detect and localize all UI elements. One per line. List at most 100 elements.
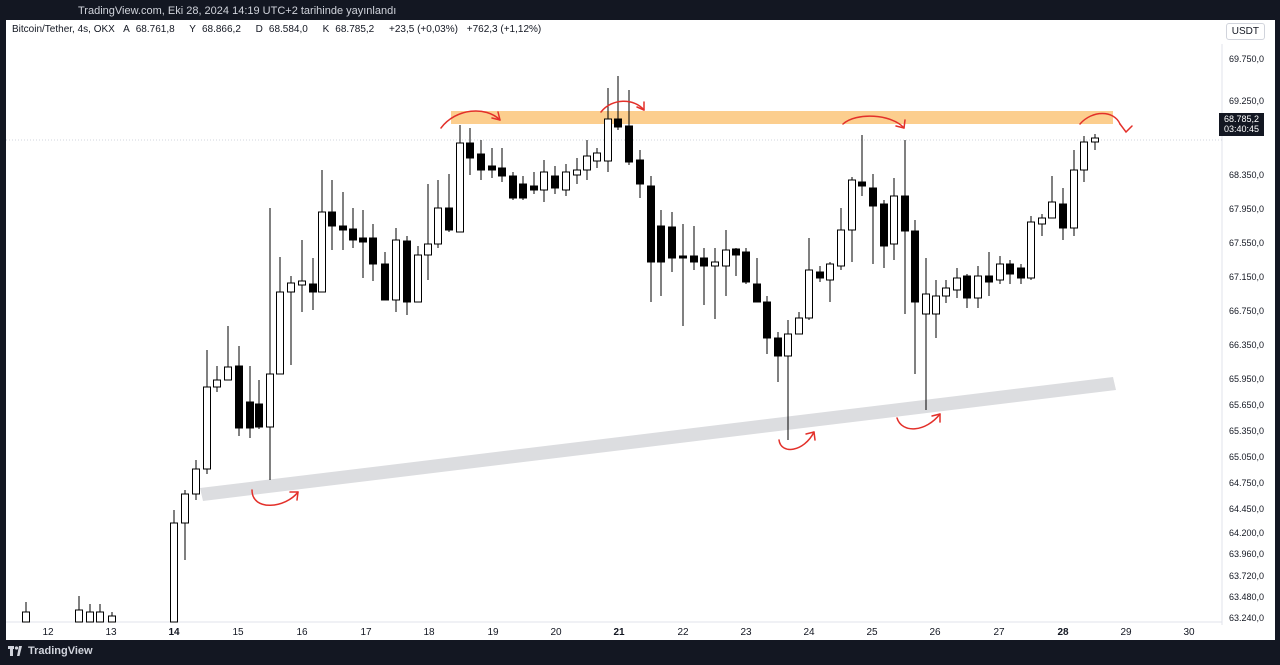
candle — [170, 510, 178, 623]
time-axis-tick: 16 — [296, 627, 308, 638]
candle — [858, 135, 866, 196]
time-axis-tick: 23 — [740, 627, 752, 638]
bottom-bar: TradingView — [0, 640, 1280, 665]
tradingview-logo-icon — [8, 646, 22, 656]
top-bar: TradingView.com, Eki 28, 2024 14:19 UTC+… — [0, 0, 1280, 22]
candle-body — [456, 142, 464, 233]
candle — [647, 176, 655, 302]
candle — [266, 208, 274, 480]
candle-body — [573, 169, 581, 176]
candle-body — [784, 333, 792, 357]
candle — [287, 276, 295, 365]
candle-body — [540, 171, 548, 191]
candle-body — [753, 283, 761, 303]
brand-name: TradingView — [28, 645, 93, 657]
candle — [722, 230, 730, 296]
candle-body — [890, 195, 898, 245]
arrow-head — [1119, 123, 1133, 134]
candle — [953, 268, 961, 298]
candle-body — [604, 118, 612, 162]
candle — [742, 248, 750, 284]
price-axis-tick: 69.250,0 — [1229, 96, 1264, 106]
candle-body — [901, 195, 909, 232]
candle — [763, 296, 771, 354]
candle-body — [181, 493, 189, 524]
price-axis-tick: 63.480,0 — [1229, 592, 1264, 602]
candle-body — [711, 261, 719, 267]
candle — [477, 140, 485, 180]
bounce-arrow-annotation — [778, 431, 816, 451]
candle — [753, 258, 761, 303]
candle-body — [224, 366, 232, 381]
time-axis-tick: 14 — [168, 627, 180, 638]
candle-body — [742, 251, 750, 283]
brand-logo[interactable]: TradingView — [8, 645, 93, 657]
candle — [604, 88, 612, 172]
candle-body — [349, 228, 357, 241]
legend-open-label: A — [123, 24, 130, 35]
candle-body — [614, 118, 622, 128]
candle — [848, 177, 856, 262]
candle — [1091, 134, 1099, 150]
candle — [711, 248, 719, 319]
candle — [108, 612, 116, 623]
candle — [381, 252, 389, 301]
time-axis-tick: 24 — [803, 627, 815, 638]
price-axis-tick: 65.350,0 — [1229, 426, 1264, 436]
bounce-arrow-annotation — [842, 115, 906, 129]
candle — [392, 228, 400, 312]
legend-high-label: Y — [189, 24, 196, 35]
arrow-head — [289, 491, 299, 501]
candle — [583, 140, 591, 180]
currency-button[interactable]: USDT — [1225, 23, 1265, 40]
arrow-curve — [600, 100, 645, 113]
bounce-arrow-annotation — [600, 100, 645, 113]
bounce-arrow-annotation — [251, 489, 299, 506]
candle-body — [942, 287, 950, 297]
candle — [679, 224, 687, 326]
price-axis-tick: 66.350,0 — [1229, 340, 1264, 350]
candle — [911, 220, 919, 374]
arrow-head — [491, 111, 501, 121]
candle — [732, 248, 740, 276]
time-axis-tick: 19 — [487, 627, 499, 638]
candle — [235, 346, 243, 436]
candle — [1027, 216, 1035, 280]
candle — [203, 350, 211, 474]
candle — [996, 256, 1004, 284]
candle-body — [774, 337, 782, 357]
time-axis-tick: 21 — [613, 627, 625, 638]
candle-body — [963, 275, 971, 299]
arrow-curve — [896, 413, 941, 430]
time-axis-tick: 26 — [929, 627, 941, 638]
candle-body — [1006, 263, 1014, 275]
candle — [690, 226, 698, 270]
candle-body — [974, 275, 982, 299]
legend-low-label: D — [255, 24, 263, 35]
published-text: TradingView.com, Eki 28, 2024 14:19 UTC+… — [78, 5, 397, 17]
time-axis-tick: 12 — [42, 627, 54, 638]
time-axis-tick: 29 — [1120, 627, 1132, 638]
candle — [276, 257, 284, 375]
candle — [636, 150, 644, 198]
candle-body — [434, 207, 442, 245]
candle — [22, 602, 30, 623]
candle — [774, 332, 782, 382]
bounce-arrow-annotation — [896, 413, 941, 430]
candle-body — [86, 611, 94, 623]
candle-body — [551, 175, 559, 189]
candle — [424, 184, 432, 280]
candle-body — [1038, 217, 1046, 225]
candle — [922, 258, 930, 410]
candle — [1048, 176, 1056, 219]
candle-body — [1048, 201, 1056, 219]
candle-body — [424, 243, 432, 256]
candle — [901, 140, 909, 314]
legend-change2: +762,3 (+1,12%) — [466, 24, 542, 35]
time-axis: 12 13 14 15 16 17 18 19 20 21 22 23 24 25 26 27 28 29 30 — [42, 627, 1195, 638]
candle — [805, 238, 813, 320]
candle-body — [1080, 141, 1088, 171]
last-price-tag: 68.785,2 03:40:45 — [1219, 113, 1264, 136]
candle-body — [858, 181, 866, 187]
candle-body — [392, 239, 400, 301]
